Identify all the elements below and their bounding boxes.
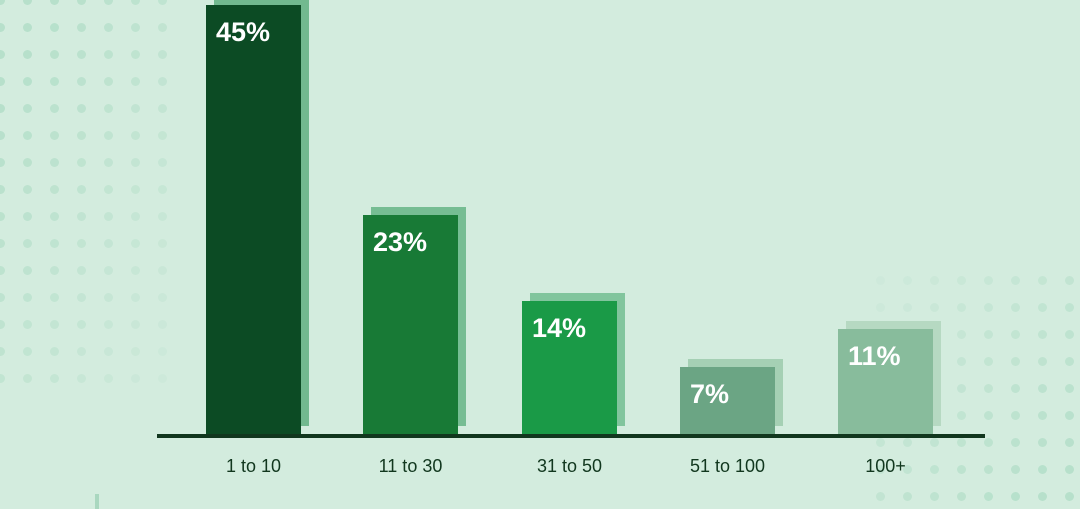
category-label: 100+: [816, 456, 956, 477]
bar-value-label: 45%: [216, 17, 270, 48]
category-label: 1 to 10: [184, 456, 324, 477]
category-label: 31 to 50: [500, 456, 640, 477]
bar-value-label: 23%: [373, 227, 427, 258]
category-label: 11 to 30: [341, 456, 481, 477]
bar: [206, 5, 301, 434]
chart-baseline: [157, 434, 985, 438]
category-label: 51 to 100: [658, 456, 798, 477]
bar-chart: 45% 23% 14% 7% 11%: [0, 0, 1080, 509]
bar-value-label: 7%: [690, 379, 729, 410]
bar-value-label: 11%: [848, 341, 901, 372]
bar-value-label: 14%: [532, 313, 586, 344]
chart-canvas: 45% 23% 14% 7% 11% 1 to 10 11 to 30 31 to 50 51…: [0, 0, 1080, 509]
